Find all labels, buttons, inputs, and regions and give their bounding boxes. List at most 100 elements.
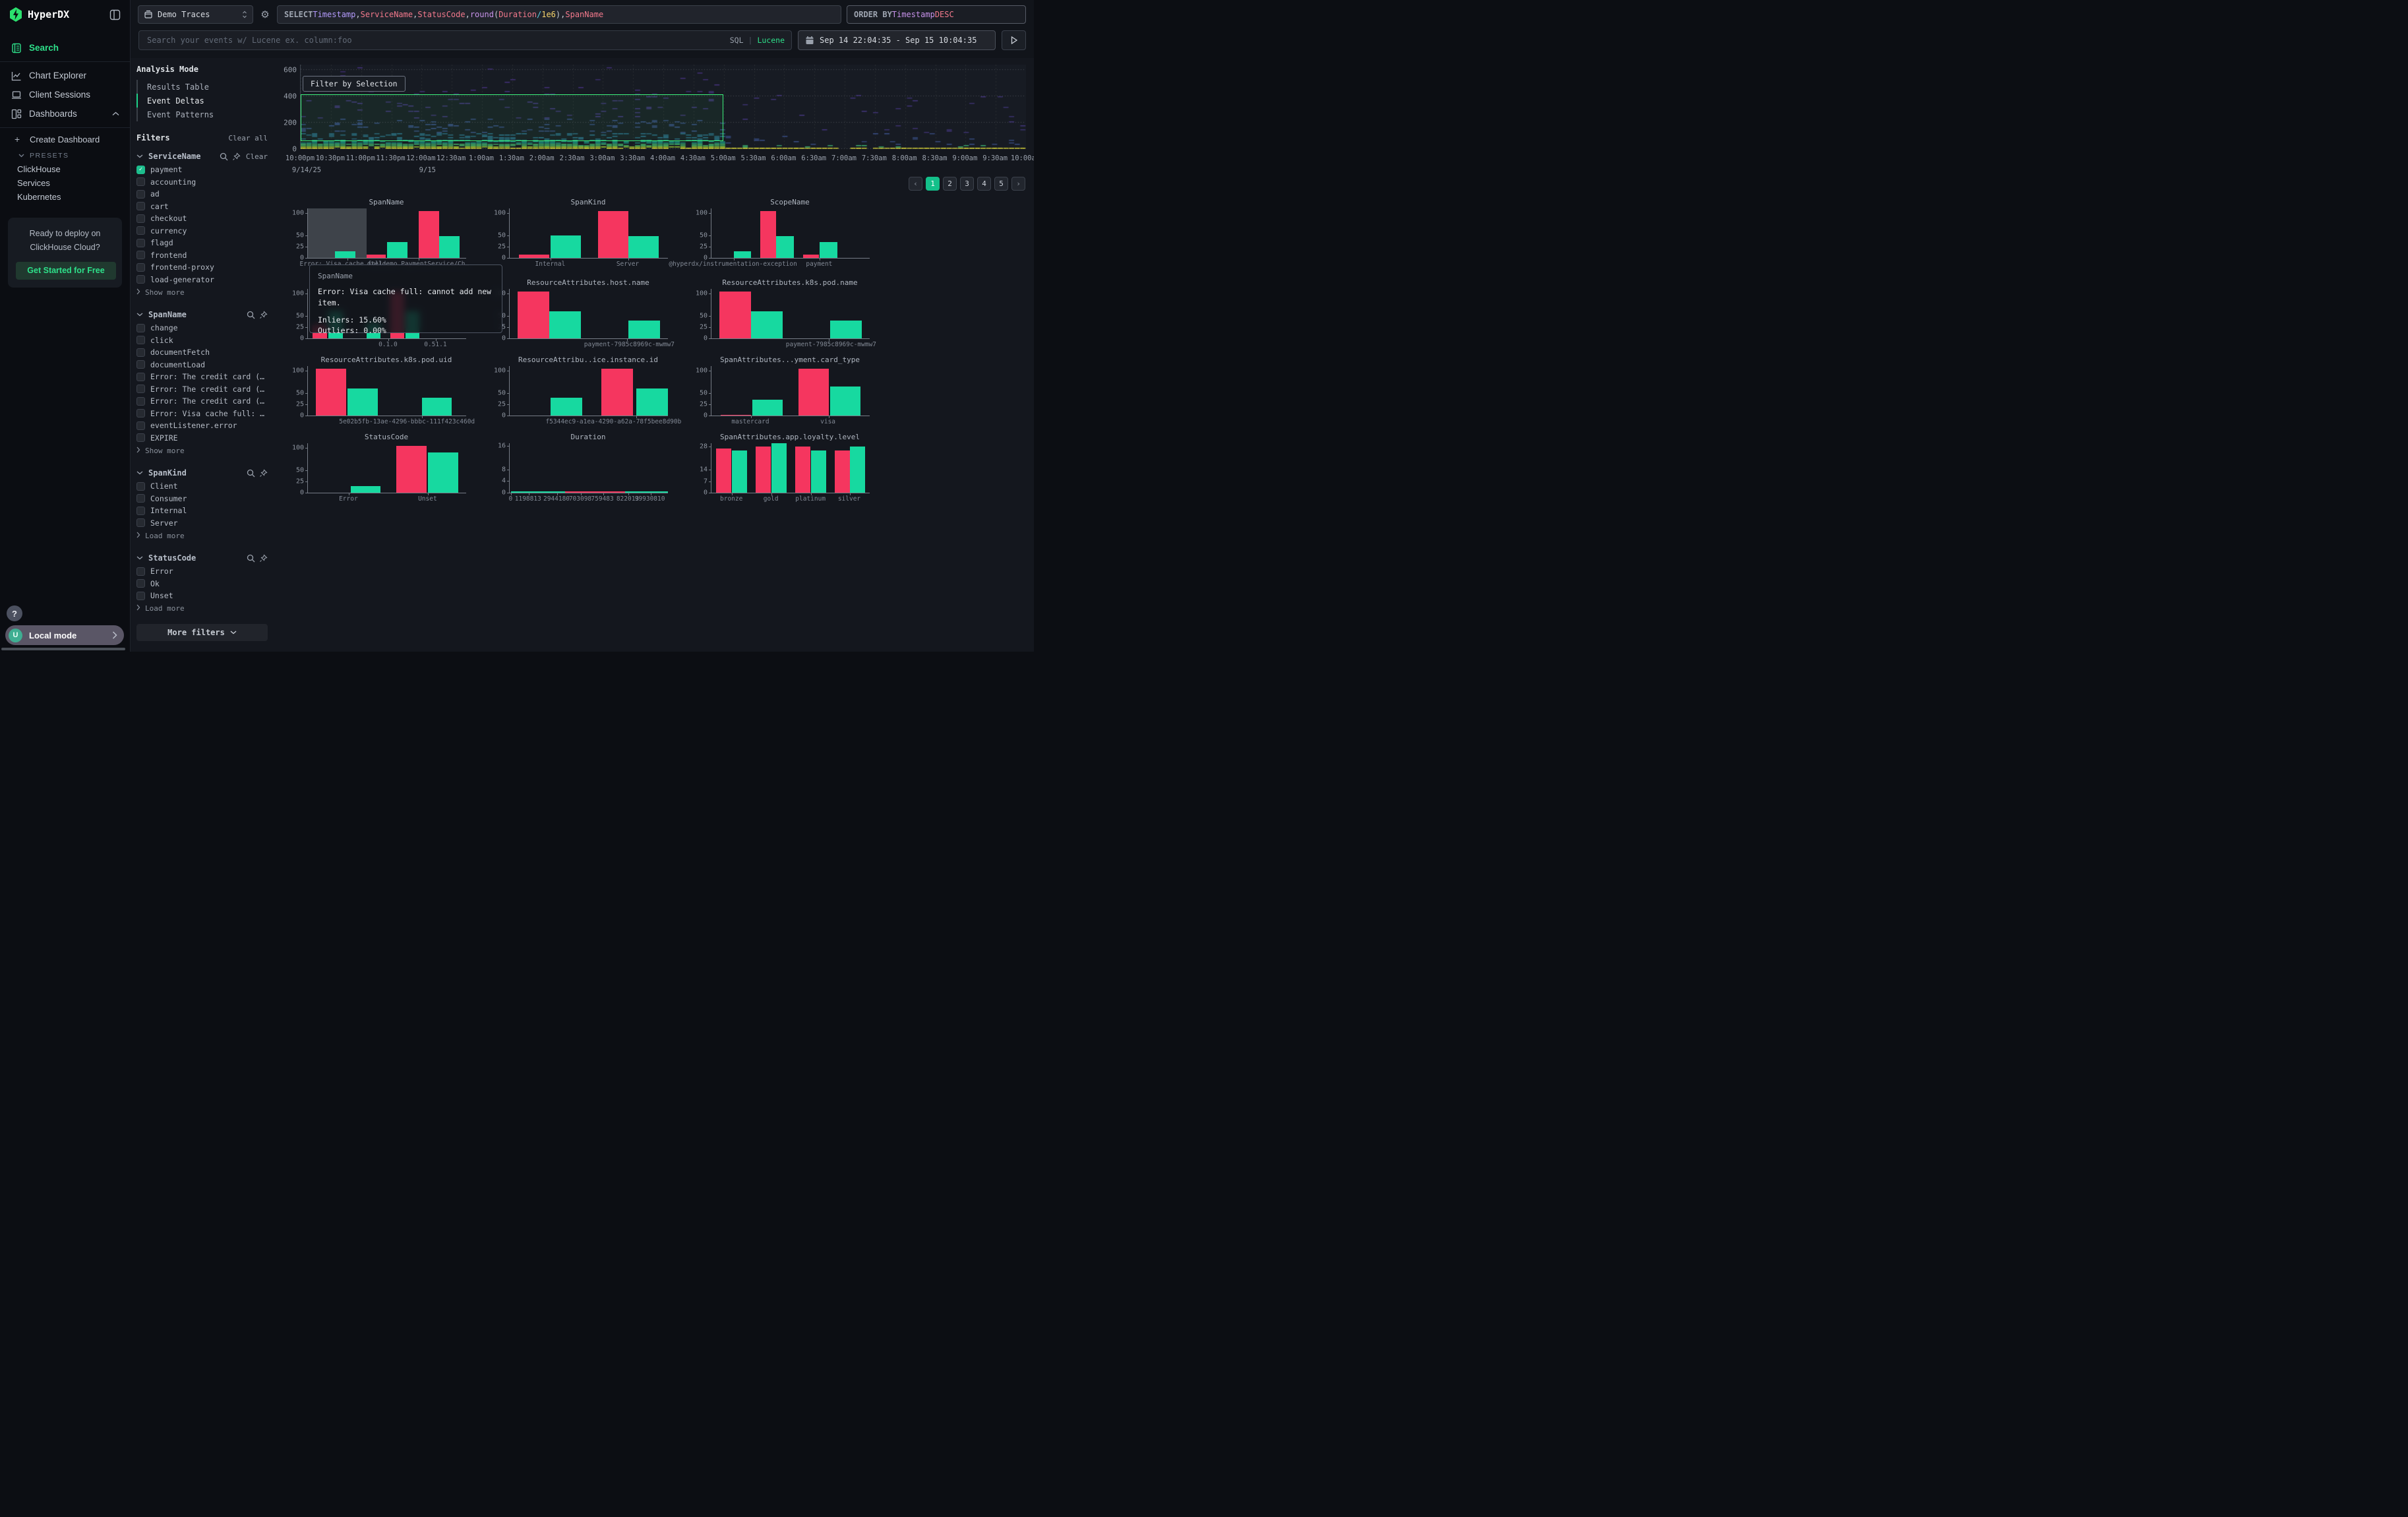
sidebar-item-dashboards[interactable]: Dashboards [0,104,130,123]
checkbox[interactable] [136,348,145,357]
filter-option[interactable]: frontend [136,249,268,262]
preset-kubernetes[interactable]: Kubernetes [0,190,130,204]
bar-outliers[interactable] [798,369,829,416]
order-by-input[interactable]: ORDER BY Timestamp DESC [847,5,1026,24]
search-icon[interactable] [220,152,228,161]
filter-option[interactable]: currency [136,225,268,237]
filter-option[interactable]: Server [136,517,268,530]
checkbox[interactable] [136,275,145,284]
checkbox[interactable] [136,214,145,223]
checkbox[interactable] [136,592,145,600]
checkbox[interactable] [136,373,145,381]
bar-outliers[interactable] [396,446,427,493]
checkbox[interactable] [136,190,145,199]
bar-inliers[interactable] [551,398,582,416]
filter-option[interactable]: checkout [136,212,268,225]
mode-event-deltas[interactable]: Event Deltas [136,94,268,108]
bar-inliers[interactable] [771,443,787,493]
checkbox[interactable] [136,251,145,259]
horizontal-scrollbar[interactable] [1,648,125,650]
filter-option[interactable]: Ok [136,578,268,590]
bar-inliers[interactable] [628,321,660,338]
filter-option[interactable]: click [136,334,268,347]
mode-event-patterns[interactable]: Event Patterns [136,108,268,121]
pin-icon[interactable] [259,469,268,478]
checkbox[interactable] [136,202,145,210]
checkbox[interactable] [136,263,145,272]
filter-option[interactable]: Error: The credit card (… [136,371,268,383]
filter-option[interactable]: accounting [136,176,268,189]
filter-option[interactable]: frontend-proxy [136,261,268,274]
bar-outliers[interactable] [367,255,386,258]
checkbox[interactable] [136,518,145,527]
bar-outliers[interactable] [719,292,751,338]
filter-option[interactable]: Error: Visa cache full: … [136,408,268,420]
bar-inliers[interactable] [625,491,668,493]
bar-inliers[interactable] [811,450,826,493]
bar-outliers[interactable] [316,369,346,416]
bar-inliers[interactable] [439,236,460,258]
sidebar-item-client-sessions[interactable]: Client Sessions [0,85,130,104]
chevron-down-icon[interactable] [136,154,143,158]
checkbox[interactable] [136,226,145,235]
search-input[interactable] [146,35,730,46]
filter-option[interactable]: EXPIRE [136,432,268,445]
sidebar-item-chart-explorer[interactable]: Chart Explorer [0,66,130,85]
filter-option[interactable]: cart [136,201,268,213]
pagination-page-2[interactable]: 2 [943,177,957,191]
checkbox[interactable] [136,482,145,491]
help-button[interactable]: ? [7,605,22,621]
pagination-prev[interactable]: ‹ [909,177,922,191]
bar-inliers[interactable] [551,235,581,258]
search-icon[interactable] [247,311,255,319]
bar-outliers[interactable] [519,255,549,258]
source-select[interactable]: Demo Traces [138,5,253,24]
bar-outliers[interactable] [419,211,439,258]
run-query-button[interactable] [1002,30,1026,50]
checkbox[interactable] [136,409,145,418]
sql-mode-button[interactable]: SQL [730,36,744,45]
pagination-page-4[interactable]: 4 [977,177,991,191]
checkbox[interactable] [136,421,145,430]
bar-inliers[interactable] [830,321,862,338]
filter-option[interactable]: Error: The credit card (… [136,383,268,396]
checkbox[interactable] [136,324,145,332]
show-more-button[interactable]: Load more [136,603,268,615]
pagination-page-3[interactable]: 3 [960,177,974,191]
heatmap-selection[interactable] [301,94,723,141]
checkbox[interactable] [136,385,145,393]
checkbox[interactable] [136,239,145,247]
filter-option[interactable]: flagd [136,237,268,249]
filter-option[interactable]: ad [136,188,268,201]
bar-outliers[interactable] [518,292,549,338]
show-more-button[interactable]: Show more [136,445,268,456]
sql-select-input[interactable]: SELECT Timestamp, ServiceName, StatusCod… [277,5,841,24]
clear-filter-button[interactable]: Clear [246,152,268,161]
bar-outliers[interactable] [835,450,850,493]
mode-results-table[interactable]: Results Table [136,80,268,94]
filter-option[interactable]: Error: The credit card (… [136,395,268,408]
checkbox[interactable] [136,360,145,369]
bar-outliers[interactable] [601,369,633,416]
bar-outliers[interactable] [795,447,810,493]
bar-inliers[interactable] [428,452,458,493]
pin-icon[interactable] [232,152,241,161]
bar-outliers[interactable] [721,415,751,416]
filter-option[interactable]: Consumer [136,493,268,505]
time-range-picker[interactable]: Sep 14 22:04:35 - Sep 15 10:04:35 [798,30,996,50]
bar-inliers[interactable] [636,388,668,416]
bar-inliers[interactable] [335,251,355,258]
bar-outliers[interactable] [803,255,819,258]
logo[interactable]: HyperDX [0,0,130,29]
pin-icon[interactable] [259,554,268,563]
bar-inliers[interactable] [549,311,581,338]
bar-inliers[interactable] [628,236,659,258]
bar-inliers[interactable] [732,450,747,493]
bar-inliers[interactable] [830,387,860,416]
filter-option[interactable]: documentLoad [136,359,268,371]
pagination-page-5[interactable]: 5 [994,177,1008,191]
sidebar-item-search[interactable]: Search [0,38,130,57]
bar-outliers[interactable] [716,449,731,493]
bar-inliers[interactable] [850,447,865,493]
bar-outliers[interactable] [565,491,625,493]
